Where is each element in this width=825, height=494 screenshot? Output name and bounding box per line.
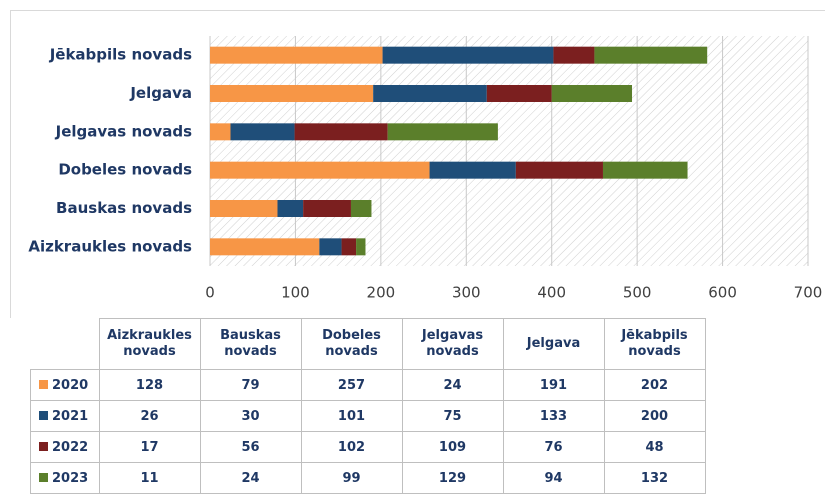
x-tick-label: 100 bbox=[281, 284, 310, 302]
corner-cell bbox=[31, 319, 100, 370]
x-tick-label: 200 bbox=[367, 284, 396, 302]
value-cell: 202 bbox=[604, 370, 705, 401]
legend-swatch bbox=[39, 442, 48, 451]
bar-segment bbox=[210, 162, 430, 179]
bar-segment bbox=[430, 162, 516, 179]
bar-segment bbox=[210, 200, 277, 217]
value-cell: 56 bbox=[200, 432, 301, 463]
x-tick-label: 0 bbox=[205, 284, 215, 302]
legend-label: 2020 bbox=[52, 378, 88, 393]
value-cell: 11 bbox=[99, 463, 200, 494]
chart: 0 100 200 300 400 500 600 700 Aizkraukles novads… bbox=[0, 0, 825, 318]
x-tick-label: 300 bbox=[452, 284, 481, 302]
y-tick-label: Aizkraukles novads bbox=[28, 237, 192, 255]
value-cell: 17 bbox=[99, 432, 200, 463]
bar-segment bbox=[516, 162, 603, 179]
bar-segment bbox=[277, 200, 303, 217]
value-cell: 129 bbox=[402, 463, 503, 494]
value-cell: 132 bbox=[604, 463, 705, 494]
value-cell: 48 bbox=[604, 432, 705, 463]
bar-segment bbox=[319, 238, 341, 255]
legend-swatch bbox=[39, 411, 48, 420]
bar-segment bbox=[383, 47, 554, 64]
bar-segment bbox=[231, 123, 295, 140]
legend-swatch bbox=[39, 473, 48, 482]
legend-cell: 2021 bbox=[31, 401, 100, 432]
bar-segment bbox=[342, 238, 357, 255]
legend-cell: 2020 bbox=[31, 370, 100, 401]
legend-cell: 2022 bbox=[31, 432, 100, 463]
x-tick-label: 500 bbox=[623, 284, 652, 302]
x-tick-label: 400 bbox=[537, 284, 566, 302]
bar-segment bbox=[210, 238, 319, 255]
bar-segment bbox=[603, 162, 688, 179]
value-cell: 101 bbox=[301, 401, 402, 432]
value-cell: 94 bbox=[503, 463, 604, 494]
value-cell: 102 bbox=[301, 432, 402, 463]
bar-segment bbox=[388, 123, 498, 140]
legend-label: 2022 bbox=[52, 440, 88, 455]
bar-segment bbox=[210, 123, 231, 140]
value-cell: 76 bbox=[503, 432, 604, 463]
value-cell: 24 bbox=[200, 463, 301, 494]
bar-segment bbox=[553, 47, 594, 64]
column-header: Aizkraukles novads bbox=[99, 319, 200, 370]
y-tick-label: Bauskas novads bbox=[56, 199, 192, 217]
legend-label: 2023 bbox=[52, 471, 88, 486]
value-cell: 109 bbox=[402, 432, 503, 463]
column-header: Jelgava bbox=[503, 319, 604, 370]
column-header: Bauskas novads bbox=[200, 319, 301, 370]
y-tick-label: Jelgavas novads bbox=[55, 122, 192, 140]
bar-segment bbox=[303, 200, 351, 217]
column-header: Dobeles novads bbox=[301, 319, 402, 370]
bar-segment bbox=[351, 200, 372, 217]
value-cell: 257 bbox=[301, 370, 402, 401]
x-tick-label: 700 bbox=[794, 284, 823, 302]
bar-segment bbox=[594, 47, 707, 64]
value-cell: 79 bbox=[200, 370, 301, 401]
legend-swatch bbox=[39, 380, 48, 389]
y-tick-label: Jēkabpils novads bbox=[49, 46, 192, 64]
y-tick-label: Jelgava bbox=[129, 84, 192, 102]
value-cell: 99 bbox=[301, 463, 402, 494]
x-tick-label: 600 bbox=[708, 284, 737, 302]
bar-segment bbox=[373, 85, 487, 102]
bar-segment bbox=[487, 85, 552, 102]
value-cell: 128 bbox=[99, 370, 200, 401]
y-tick-label: Dobeles novads bbox=[58, 161, 192, 179]
value-cell: 26 bbox=[99, 401, 200, 432]
bar-segment bbox=[552, 85, 632, 102]
value-cell: 30 bbox=[200, 401, 301, 432]
bar-segment bbox=[295, 123, 388, 140]
plot-area bbox=[210, 36, 808, 266]
bar-segment bbox=[356, 238, 365, 255]
bar-segment bbox=[210, 47, 383, 64]
legend-cell: 2023 bbox=[31, 463, 100, 494]
value-cell: 133 bbox=[503, 401, 604, 432]
value-cell: 24 bbox=[402, 370, 503, 401]
column-header: Jēkabpils novads bbox=[604, 319, 705, 370]
column-header: Jelgavas novads bbox=[402, 319, 503, 370]
value-cell: 75 bbox=[402, 401, 503, 432]
bar-segment bbox=[210, 85, 373, 102]
value-cell: 191 bbox=[503, 370, 604, 401]
legend-label: 2021 bbox=[52, 409, 88, 424]
value-cell: 200 bbox=[604, 401, 705, 432]
